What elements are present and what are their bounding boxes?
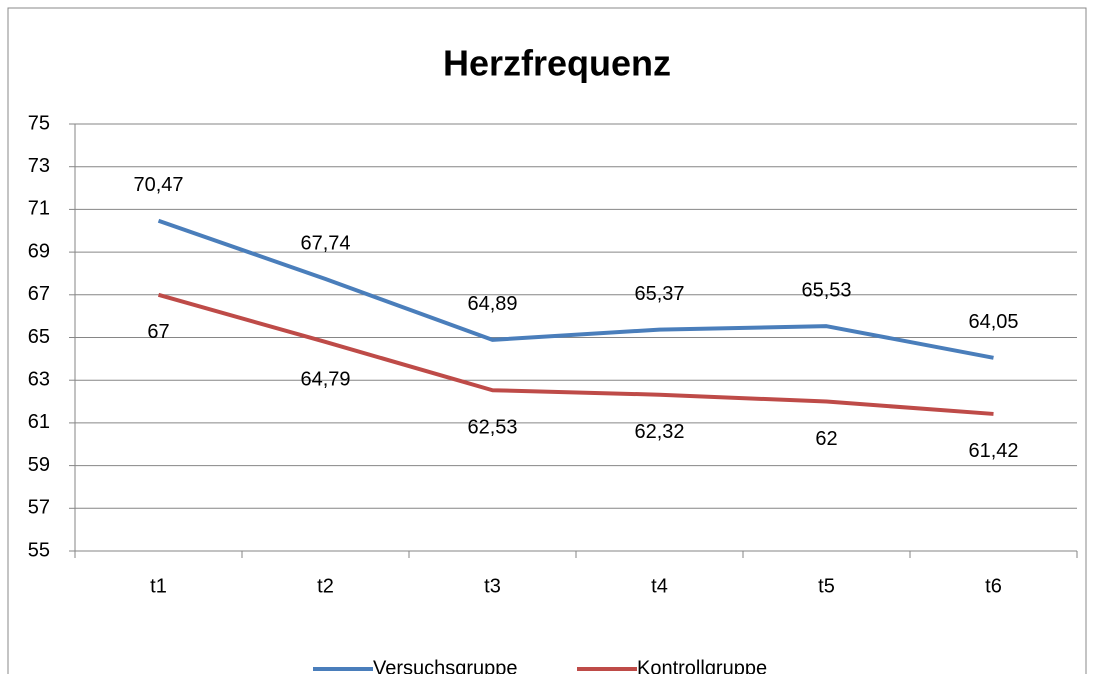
data-label: 70,47 [133,174,183,196]
y-tick-label: 69 [28,240,50,262]
data-label: 61,42 [968,440,1018,462]
y-tick-label: 59 [28,454,50,476]
x-tick-label: t5 [818,575,835,597]
legend-label: Kontrollgruppe [637,657,767,674]
data-label: 65,53 [801,279,851,301]
series-line [157,292,994,416]
y-tick-label: 55 [28,539,50,561]
x-tick-label: t3 [484,575,501,597]
data-label: 67 [147,321,169,343]
data-label: 67,74 [300,232,350,254]
data-label: 65,37 [634,283,684,305]
legend-label: Versuchsgruppe [373,657,518,674]
y-tick-label: 67 [28,283,50,305]
data-label: 64,89 [467,293,517,315]
y-tick-label: 63 [28,368,50,390]
chart-title: Herzfrequenz [443,43,671,84]
series-line [157,218,994,360]
x-tick-label: t6 [985,575,1002,597]
x-tick-label: t4 [651,575,668,597]
x-tick-label: t2 [317,575,334,597]
data-label: 62,53 [467,417,517,439]
y-tick-label: 65 [28,326,50,348]
y-tick-label: 57 [28,497,50,519]
data-label: 64,79 [300,368,350,390]
data-label: 64,05 [968,311,1018,333]
x-tick-label: t1 [150,575,167,597]
y-tick-label: 73 [28,155,50,177]
data-label: 62,32 [634,421,684,443]
chart-frame [7,7,1087,674]
y-tick-label: 71 [28,198,50,220]
y-tick-label: 61 [28,411,50,433]
y-tick-label: 75 [28,112,50,134]
data-label: 62 [815,428,837,450]
